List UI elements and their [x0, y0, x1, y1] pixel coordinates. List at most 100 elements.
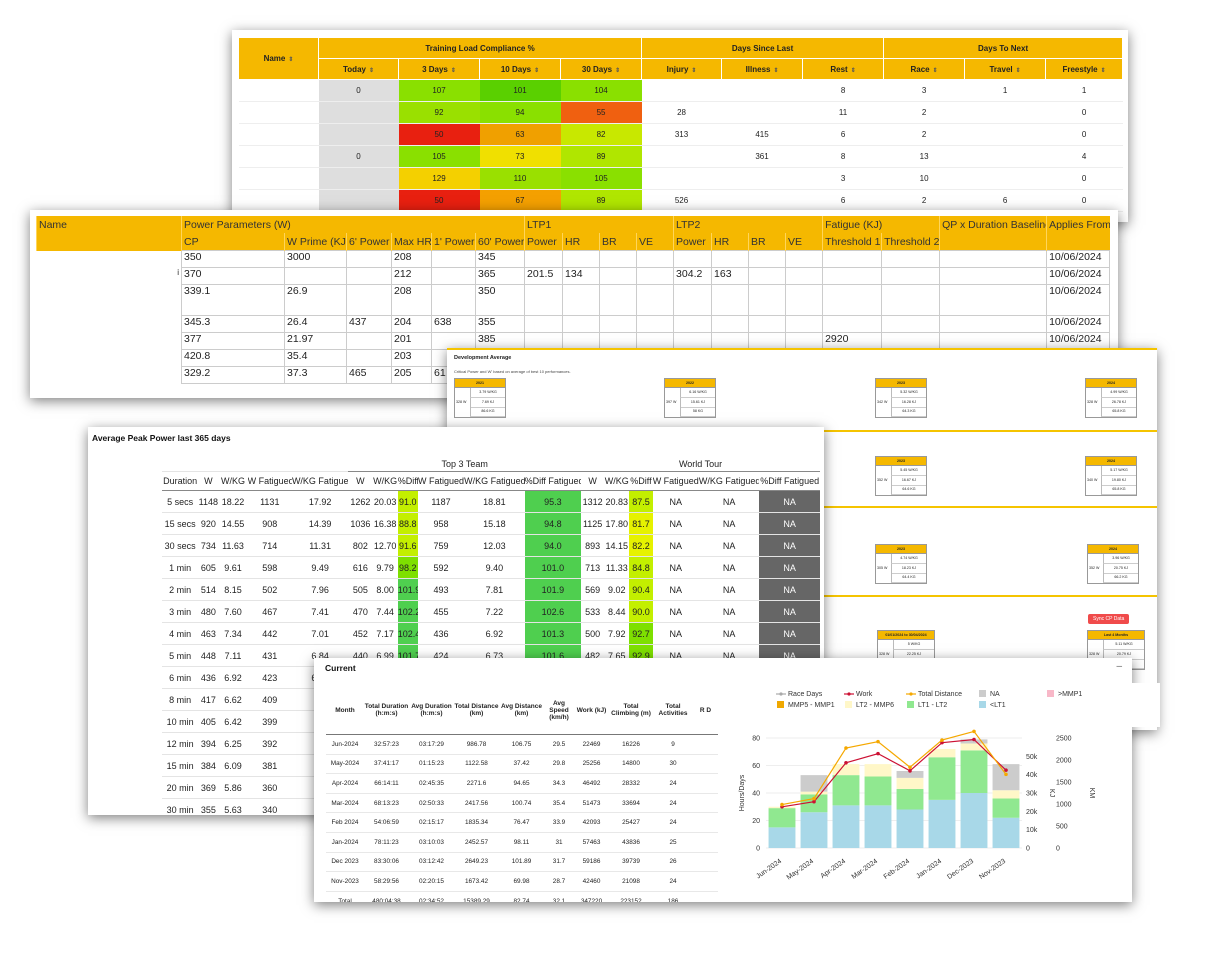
col-avg-distance-km-[interactable]: Avg Distance (km)	[499, 686, 544, 735]
sort-icon[interactable]: ⇕	[615, 67, 621, 74]
col-injury[interactable]: Injury ⇕	[641, 58, 723, 80]
col-work-kj-[interactable]: Work (kJ)	[574, 686, 609, 735]
dev-card-value: 5.11 W/KG	[1103, 640, 1144, 650]
sort-icon[interactable]: ⇕	[450, 67, 456, 74]
sort-icon[interactable]: ⇕	[850, 67, 856, 74]
sort-icon[interactable]: ⇕	[534, 67, 540, 74]
dev-card-value: 16.67 KJ	[891, 475, 926, 486]
cell-dist: 2649.23	[454, 852, 499, 873]
dev-card-watts: 397 W	[666, 400, 677, 404]
cell-td: 54:06:59	[364, 812, 409, 833]
cell-wtwkgf: NA	[698, 490, 760, 513]
cell-m: Total	[326, 890, 364, 902]
cell-ad: 02:50:33	[409, 793, 454, 814]
dev-card-value: 66.2 KG	[1103, 573, 1138, 583]
cell-l2p	[673, 332, 713, 350]
cell-wtdf: NA	[759, 600, 820, 623]
cell-maxhr: 208	[391, 284, 432, 316]
cell-adist: 101.89	[499, 852, 544, 873]
cell-l2p	[673, 284, 713, 316]
col-freestyle[interactable]: Freestyle ⇕	[1045, 58, 1124, 80]
point-total-distance	[780, 802, 784, 807]
y3-tick-label: 1500	[1056, 780, 1072, 787]
cell-t3df: 101.0	[524, 556, 582, 579]
cell-c10: 101	[479, 79, 561, 102]
col-total-duration-h-m-s-[interactable]: Total Duration (h:m:s)	[364, 686, 409, 735]
cell-d: 10 min	[162, 710, 199, 733]
cell-w: 480	[198, 600, 219, 623]
cell-cp: 377	[181, 332, 285, 350]
col-race[interactable]: Race ⇕	[883, 58, 966, 80]
legend-label: NA	[990, 691, 1000, 698]
bar-na	[960, 739, 988, 744]
col-10-days[interactable]: 10 Days ⇕	[479, 58, 561, 80]
cell-rest: 8	[802, 145, 884, 168]
cell-p1	[431, 250, 476, 268]
name-cell	[238, 123, 319, 146]
sort-icon[interactable]: ⇕	[773, 67, 779, 74]
bar-lt2-mmp6	[864, 764, 892, 777]
cell-t3df: 102.6	[524, 600, 582, 623]
cell-w: 1148	[198, 490, 219, 513]
cell-work: 25256	[574, 754, 609, 775]
sort-icon[interactable]: ⇕	[1100, 67, 1106, 74]
col-month[interactable]: Month	[326, 686, 364, 735]
y2-tick-label: 20k	[1026, 809, 1038, 816]
cell-wf: 381	[247, 754, 292, 777]
dev-card: 2021 328 W 3.79 W/KG 7.69 KJ 86.6 KG	[454, 378, 506, 418]
sort-icon[interactable]: ⇕	[932, 67, 938, 74]
col-r-d[interactable]: R D	[693, 686, 718, 735]
col-30-days[interactable]: 30 Days ⇕	[559, 58, 643, 80]
dev-card-value: 20.75 KJ	[1103, 563, 1138, 574]
cell-wkgf: 17.92	[291, 490, 349, 513]
cell-adist: 98.11	[499, 832, 544, 853]
cell-empty	[693, 754, 718, 775]
cell-wkg: 9.61	[218, 556, 248, 579]
cell-work: 42093	[574, 812, 609, 833]
cell-m: Apr-2024	[326, 773, 364, 794]
table-row: 50 63 82 313 415 6 2 0	[238, 123, 1123, 146]
cell-illness	[721, 79, 803, 102]
col-rest[interactable]: Rest ⇕	[802, 58, 885, 80]
col-today[interactable]: Today ⇕	[318, 58, 399, 80]
sort-icon[interactable]: ⇕	[368, 67, 374, 74]
col-travel[interactable]: Travel ⇕	[964, 58, 1047, 80]
bar-lt2-mmp6	[928, 749, 956, 758]
cell-empty	[939, 250, 1048, 268]
cell-wtwf: NA	[652, 600, 699, 623]
sort-icon[interactable]: ⇕	[691, 67, 697, 74]
sort-icon[interactable]: ⇕	[288, 57, 294, 63]
cell-travel: 1	[964, 79, 1046, 102]
cell-wkg: 6.62	[218, 688, 248, 711]
y3-tick-label: 2000	[1056, 758, 1072, 765]
col-illness[interactable]: Illness ⇕	[721, 58, 804, 80]
cell-m: Nov-2023	[326, 871, 364, 892]
cell-t3w: 505	[348, 578, 373, 601]
cell-wkg: 6.09	[218, 754, 248, 777]
col-total-activities[interactable]: Total Activities	[653, 686, 693, 735]
cell-l1p	[524, 332, 564, 350]
cell-work: 42460	[574, 871, 609, 892]
cell-climb: 33694	[609, 793, 653, 814]
cell-l1p	[524, 250, 564, 268]
cell-t3wf: 1187	[417, 490, 465, 513]
sort-icon[interactable]: ⇕	[1015, 67, 1021, 74]
dev-card-header: Last 4 Months	[1087, 630, 1145, 640]
col-avg-duration-h-m-s-[interactable]: Avg Duration (h:m:s)	[409, 686, 454, 735]
cell-spd: 31	[544, 832, 574, 853]
minimize-icon[interactable]: –	[1116, 661, 1122, 672]
cell-l2p	[673, 250, 713, 268]
cell-t3d: 91.6	[397, 534, 418, 557]
cell-c30: 82	[560, 123, 642, 146]
col-avg-speed-km-h-[interactable]: Avg Speed (km/h)	[544, 686, 574, 735]
sync-cp-data-button[interactable]: Sync CP Data	[1088, 614, 1130, 624]
col-name[interactable]: Name ⇕	[238, 37, 319, 80]
cell-act: 186	[653, 890, 693, 902]
col-total-distance-km-[interactable]: Total Distance (km)	[454, 686, 499, 735]
cell-wkgf: 7.96	[291, 578, 349, 601]
col-3-days[interactable]: 3 Days ⇕	[398, 58, 480, 80]
cell-wp: 37.3	[284, 366, 347, 384]
cell-c30: 89	[560, 145, 642, 168]
cell-t3wkg: 9.79	[372, 556, 398, 579]
col-total-climbing-m-[interactable]: Total Climbing (m)	[609, 686, 653, 735]
